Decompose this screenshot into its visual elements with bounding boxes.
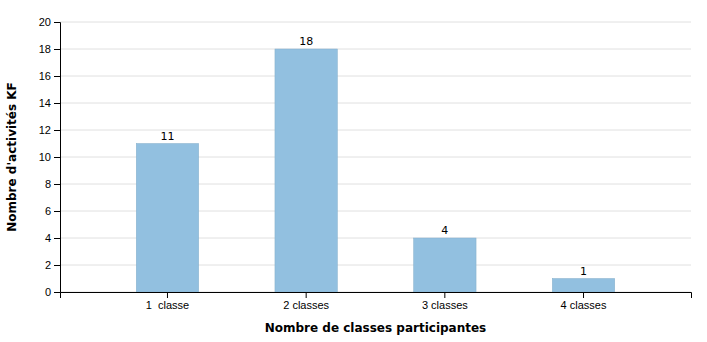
x-tick-mark — [444, 292, 445, 298]
y-tick: 8 — [45, 178, 60, 190]
x-axis-title: Nombre de classes participantes — [265, 321, 487, 335]
bar — [136, 144, 198, 293]
data-label: 18 — [299, 35, 313, 48]
y-tick-label: 10 — [39, 151, 51, 163]
x-axis: 1 classe 2 classes 3 classes 4 classes — [61, 292, 692, 311]
y-tick-mark — [54, 184, 60, 185]
y-tick-mark — [54, 238, 60, 239]
y-tick: 2 — [45, 259, 60, 271]
grid-line — [60, 49, 691, 50]
y-tick-mark — [54, 130, 60, 131]
y-tick: 6 — [45, 205, 60, 217]
y-tick-label: 20 — [39, 16, 51, 28]
y-axis: 0 2 4 6 8 10 12 14 16 18 20 — [39, 16, 61, 298]
y-tick-label: 8 — [45, 178, 51, 190]
data-label: 11 — [160, 130, 174, 143]
data-label: 1 — [580, 265, 587, 278]
x-tick: 2 classes — [283, 292, 329, 311]
y-tick: 20 — [39, 16, 60, 28]
y-tick-label: 14 — [39, 97, 51, 109]
grid — [60, 22, 691, 292]
plot: 1 classe 2 classes 3 classes 4 classes 0 2 4 6 8… — [39, 16, 692, 311]
x-tick-mark — [583, 292, 584, 298]
y-tick-mark — [54, 292, 60, 293]
y-tick: 0 — [45, 286, 60, 298]
x-tick: 1 classe — [146, 292, 189, 311]
y-tick-mark — [54, 157, 60, 158]
y-tick-mark — [54, 22, 60, 23]
x-tick-label: 4 classes — [561, 299, 607, 311]
y-tick-mark — [54, 211, 60, 212]
x-tick-mark — [306, 292, 307, 298]
y-tick-label: 16 — [39, 70, 51, 82]
y-tick-label: 4 — [45, 232, 51, 244]
bar — [552, 279, 614, 293]
y-tick-mark — [54, 76, 60, 77]
bar — [275, 49, 337, 292]
y-tick-mark — [54, 49, 60, 50]
x-tick-label: 2 classes — [283, 299, 329, 311]
y-tick-label: 2 — [45, 259, 51, 271]
bars — [136, 49, 614, 292]
x-tick: 4 classes — [561, 292, 607, 311]
y-tick-label: 18 — [39, 43, 51, 55]
x-tick-label: 3 classes — [422, 299, 468, 311]
chart-container: 1 classe 2 classes 3 classes 4 classes 0 2 4 6 8… — [0, 0, 707, 342]
grid-line — [60, 130, 691, 131]
x-tick: 3 classes — [422, 292, 468, 311]
y-tick: 18 — [39, 43, 60, 55]
x-tick-label: 1 classe — [146, 299, 189, 311]
y-tick: 4 — [45, 232, 60, 244]
chart-svg: 1 classe 2 classes 3 classes 4 classes 0 2 4 6 8… — [0, 0, 707, 342]
y-tick-label: 12 — [39, 124, 51, 136]
y-tick: 16 — [39, 70, 60, 82]
y-tick-label: 6 — [45, 205, 51, 217]
y-tick-label: 0 — [45, 286, 51, 298]
y-tick-mark — [54, 103, 60, 104]
y-tick: 12 — [39, 124, 60, 136]
x-axis-line — [61, 293, 692, 299]
data-labels: 11 18 4 1 — [160, 35, 587, 278]
y-tick-mark — [54, 265, 60, 266]
y-tick: 14 — [39, 97, 60, 109]
y-tick: 10 — [39, 151, 60, 163]
y-axis-title: Nombre d'activités KF — [5, 82, 19, 232]
grid-line — [60, 22, 691, 23]
grid-line — [60, 103, 691, 104]
grid-line — [60, 76, 691, 77]
x-tick-mark — [167, 292, 168, 298]
data-label: 4 — [441, 224, 448, 237]
bar — [414, 238, 476, 292]
y-axis-line — [54, 23, 61, 293]
